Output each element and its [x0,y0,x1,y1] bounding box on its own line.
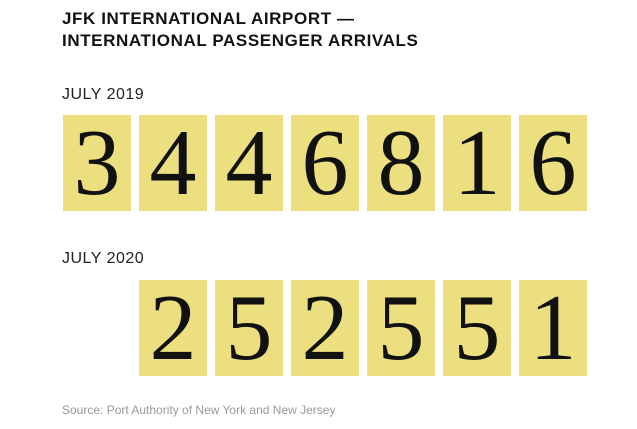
digit-tile: 3 [63,115,131,211]
digit-tile: 2 [139,280,207,376]
digit-tile: 5 [443,280,511,376]
digit-tile: 5 [215,280,283,376]
digit-tile: 6 [291,115,359,211]
digit-tile: 1 [519,280,587,376]
title-line: INTERNATIONAL PASSENGER ARRIVALS [62,31,419,50]
digit-tile: 4 [215,115,283,211]
digit-tile: 6 [519,115,587,211]
digit-tile: 5 [367,280,435,376]
digit-tile: 4 [139,115,207,211]
digit-tile: 8 [367,115,435,211]
source: Source: Port Authority of New York and N… [62,403,336,417]
title: JFK INTERNATIONAL AIRPORT — INTERNATIONA… [62,8,418,52]
section-label: JULY 2020 [62,250,145,267]
digit-tile: 1 [443,115,511,211]
digit-tile: 2 [291,280,359,376]
title-line: JFK INTERNATIONAL AIRPORT — [62,9,355,28]
section-label: JULY 2019 [62,86,145,103]
